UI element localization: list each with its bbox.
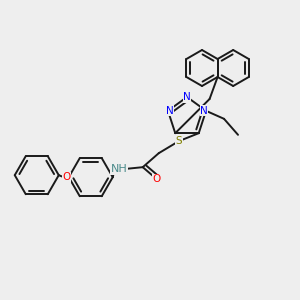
Text: N: N xyxy=(183,92,191,102)
Text: O: O xyxy=(153,174,161,184)
Text: NH: NH xyxy=(110,164,127,174)
Text: S: S xyxy=(176,136,182,146)
Text: O: O xyxy=(63,172,71,182)
Text: N: N xyxy=(200,106,208,116)
Text: N: N xyxy=(166,106,174,116)
